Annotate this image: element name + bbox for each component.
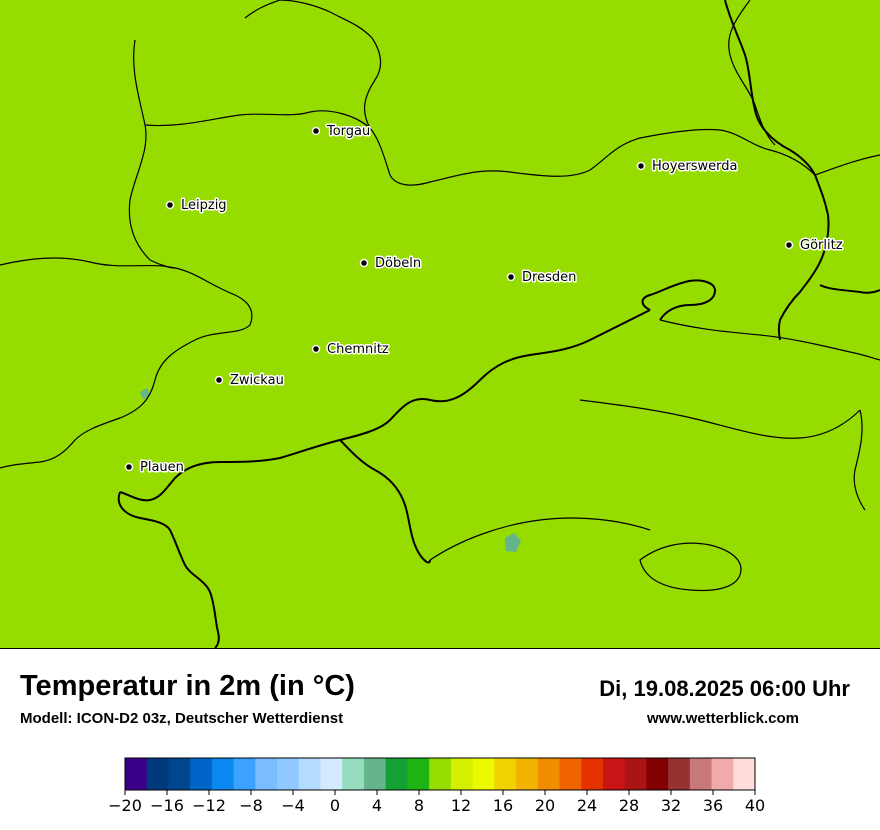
legend-tick-label: 4 [372, 796, 382, 815]
city-label: Hoyerswerda [652, 159, 738, 174]
legend-swatch [711, 758, 734, 790]
legend-swatch [298, 758, 322, 790]
city-dot [311, 126, 321, 136]
legend-tick-label: 40 [745, 796, 765, 815]
city-hoyerswerda: Hoyerswerda [636, 158, 739, 176]
legend-swatch [537, 758, 560, 790]
legend-tick-label: 8 [414, 796, 424, 815]
legend-tick-label: 12 [451, 796, 471, 815]
state-borders [0, 0, 880, 592]
color-legend: −20 −16 −12 −8 −4 0 4 8 12 16 20 24 28 32 36 40 [100, 755, 780, 825]
legend-tick-label: 20 [535, 796, 555, 815]
city-leipzig: Leipzig [165, 197, 228, 215]
legend-swatch [516, 758, 539, 790]
legend-swatch [602, 758, 626, 790]
city-dot [506, 272, 516, 282]
city-dot [636, 161, 646, 171]
legend-tick-label: −20 [108, 796, 142, 815]
city-label: Görlitz [800, 238, 843, 253]
legend-tick-label: 0 [330, 796, 340, 815]
city-dot [165, 200, 175, 210]
city-dot [784, 240, 794, 250]
country-border [117, 0, 880, 649]
legend-swatch [494, 758, 517, 790]
legend-tick-label: 24 [577, 796, 597, 815]
city-label: Döbeln [375, 256, 421, 271]
legend-swatch [733, 758, 756, 790]
city-dresden: Dresden [506, 269, 578, 287]
legend-tick-label: 16 [493, 796, 513, 815]
legend-swatch [342, 758, 365, 790]
legend-swatch [385, 758, 408, 790]
legend-swatch [559, 758, 582, 790]
temperature-field [0, 0, 880, 648]
city-markers: Torgau Hoyerswerda Leipzig Görlitz Döbeln Dre… [124, 123, 844, 477]
city-dot [124, 462, 134, 472]
city-g-rlitz: Görlitz [784, 237, 844, 255]
legend-swatch [429, 758, 452, 790]
city-dot [214, 375, 224, 385]
legend-tick-label: 32 [661, 796, 681, 815]
model-info: Modell: ICON-D2 03z, Deutscher Wetterdie… [20, 710, 344, 727]
legend-tick-label: −8 [239, 796, 263, 815]
legend-swatch [668, 758, 691, 790]
city-label: Leipzig [181, 198, 227, 213]
city-torgau: Torgau [311, 123, 372, 141]
chart-title: Temperatur in 2m (in °C) [20, 670, 355, 702]
legend-swatch [168, 758, 191, 790]
city-label: Dresden [522, 270, 576, 285]
city-label: Chemnitz [327, 342, 389, 357]
forecast-datetime: Di, 19.08.2025 06:00 Uhr [599, 676, 850, 701]
city-label: Plauen [140, 460, 184, 475]
city-label: Zwickau [230, 373, 284, 388]
legend-swatch [363, 758, 387, 790]
legend-swatch [190, 758, 213, 790]
legend-swatch [689, 758, 713, 790]
city-plauen: Plauen [124, 459, 185, 477]
legend-swatch [581, 758, 604, 790]
legend-tick-label: −12 [192, 796, 226, 815]
legend-swatch [146, 758, 169, 790]
legend-swatch [277, 758, 300, 790]
city-d-beln: Döbeln [359, 255, 423, 273]
legend-swatch [211, 758, 235, 790]
legend-swatch [407, 758, 430, 790]
city-dot [359, 258, 369, 268]
legend-swatch [255, 758, 278, 790]
legend-swatch [233, 758, 256, 790]
city-zwickau: Zwickau [214, 372, 285, 390]
legend-frame [124, 757, 756, 791]
legend-swatch [125, 758, 148, 790]
legend-swatch [320, 758, 343, 790]
temperature-map: Torgau Hoyerswerda Leipzig Görlitz Döbeln Dre… [0, 0, 880, 649]
legend-tick-label: 28 [619, 796, 639, 815]
city-dot [311, 344, 321, 354]
city-label: Torgau [326, 124, 370, 139]
legend-tick-label: −16 [150, 796, 184, 815]
legend-swatch [646, 758, 669, 790]
city-chemnitz: Chemnitz [311, 341, 390, 359]
legend-swatch [450, 758, 474, 790]
legend-tick-label: −4 [281, 796, 305, 815]
legend-tick-label: 36 [703, 796, 723, 815]
legend-swatch [472, 758, 495, 790]
legend-swatch [624, 758, 647, 790]
website-label: www.wetterblick.com [647, 710, 799, 727]
